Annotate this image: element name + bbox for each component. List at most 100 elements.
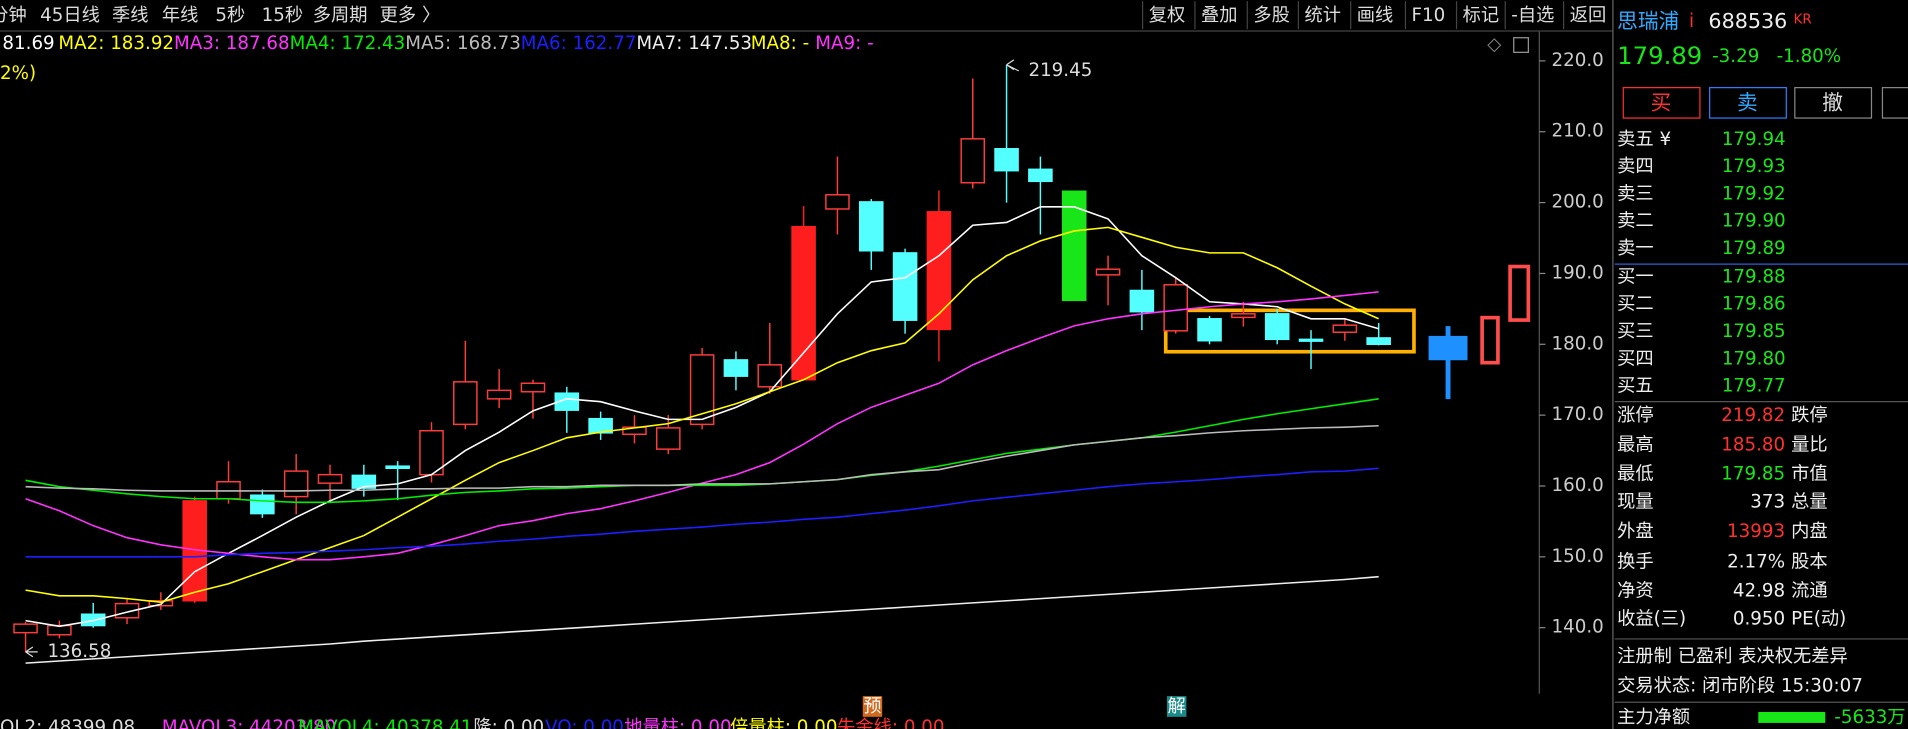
period-tab[interactable]: 多周期	[313, 5, 368, 26]
stat-label: 内盘	[1791, 521, 1827, 542]
tool-button[interactable]: 复权	[1149, 5, 1185, 26]
trade-button-label[interactable]: 买	[1651, 90, 1672, 114]
book-label: 卖一	[1617, 238, 1653, 259]
volume-legend: 隆: 0.00	[473, 717, 544, 729]
annotation-arrow	[1006, 59, 1020, 72]
trade-button[interactable]	[1794, 87, 1873, 119]
period-tab[interactable]: 年线	[162, 5, 198, 26]
candle-body	[554, 392, 580, 411]
candle-body	[351, 474, 377, 489]
y-tick-label: 170.0	[1552, 404, 1604, 425]
trade-button[interactable]	[1622, 87, 1701, 119]
candle-body	[1061, 190, 1087, 302]
book-label: 买一	[1617, 266, 1653, 287]
volume-legend: OL2: 48399.08	[0, 717, 135, 729]
stat-label: 量比	[1791, 434, 1827, 455]
candle-body	[1264, 313, 1290, 341]
icon-diamond[interactable]: ◇	[1487, 34, 1501, 55]
ma-line	[25, 226, 1379, 603]
candle-body	[283, 470, 309, 498]
trade-button[interactable]	[1881, 87, 1908, 119]
stat-value: 0.950	[1733, 608, 1785, 629]
book-price: 179.77	[1722, 376, 1786, 397]
tool-button[interactable]: 叠加	[1201, 5, 1237, 26]
book-label: 卖三	[1617, 183, 1653, 204]
book-label: 卖二	[1617, 211, 1653, 232]
book-price: 179.88	[1722, 266, 1786, 287]
candle-body	[486, 389, 512, 400]
stat-label: 最高	[1617, 434, 1653, 455]
book-price: 179.90	[1722, 211, 1786, 232]
period-tab[interactable]: 5秒	[215, 5, 245, 26]
period-tab[interactable]: 分钟	[0, 5, 27, 26]
stat-label: 外盘	[1617, 521, 1653, 542]
y-tick-label: 210.0	[1552, 121, 1604, 142]
trade-button-label[interactable]: 卖	[1737, 90, 1758, 114]
event-badge[interactable]	[1166, 696, 1187, 717]
stat-label: 市值	[1791, 464, 1827, 485]
event-mark[interactable]: 预	[863, 696, 881, 717]
volume-legend: 倍量柱: 0.00	[730, 717, 837, 729]
book-price: 179.94	[1722, 129, 1786, 150]
tool-button[interactable]: -自选	[1511, 5, 1554, 26]
tool-button[interactable]: 统计	[1304, 5, 1340, 26]
legend-note: 2%)	[0, 63, 36, 84]
period-tab[interactable]: 更多 〉	[380, 5, 441, 26]
book-label: 卖四	[1617, 156, 1653, 177]
y-tick-label: 220.0	[1552, 50, 1604, 71]
candle-body	[1366, 337, 1391, 346]
candle-body	[13, 623, 38, 634]
period-tab[interactable]: 15秒	[262, 5, 303, 26]
annotation: 136.58	[47, 641, 111, 662]
event-badge[interactable]	[862, 696, 883, 717]
book-price: 179.89	[1722, 238, 1786, 259]
candle-body	[994, 148, 1019, 172]
annotation-arrow	[25, 646, 38, 658]
change-pct: -1.80%	[1777, 46, 1842, 67]
tool-button[interactable]: 多股	[1253, 5, 1289, 26]
legend-entry: MA5: 168.73	[405, 33, 521, 54]
book-label: 买三	[1617, 321, 1653, 342]
candle-body	[1332, 324, 1358, 333]
trade-button[interactable]	[1709, 87, 1787, 119]
listing-tags: 注册制 已盈利 表决权无差异	[1617, 646, 1848, 667]
period-tab[interactable]: 45日线	[40, 5, 100, 26]
tool-button[interactable]: 返回	[1570, 5, 1606, 26]
candle-body	[1163, 284, 1188, 332]
tool-button[interactable]: 画线	[1357, 5, 1393, 26]
stat-value: 42.98	[1733, 580, 1785, 601]
stat-label: 总量	[1791, 492, 1827, 513]
trade-button-label[interactable]: 撤	[1822, 90, 1843, 114]
period-tab[interactable]: 季线	[112, 5, 148, 26]
event-mark[interactable]: 解	[1168, 696, 1186, 717]
tool-button[interactable]: F10	[1412, 5, 1446, 26]
book-label: 买二	[1617, 294, 1653, 315]
legend-entry: MA3: 187.68	[174, 33, 290, 54]
candle-body	[1197, 318, 1222, 342]
candle-body	[1231, 313, 1256, 319]
book-price: 179.85	[1722, 321, 1786, 342]
stat-label: 净资	[1617, 580, 1653, 601]
candle-body	[317, 473, 343, 484]
legend-entry: MA6: 162.77	[521, 33, 637, 54]
volume-legend: 地量柱: 0.00	[624, 717, 731, 729]
flag: i	[1689, 11, 1694, 32]
stat-label: 收益(三)	[1617, 608, 1686, 629]
stat-label: 流通	[1791, 580, 1827, 601]
icon-window[interactable]	[1513, 37, 1529, 53]
stat-label: PE(动)	[1791, 608, 1846, 629]
candle-body	[757, 364, 783, 388]
ma-line	[25, 206, 1379, 628]
change: -3.29	[1712, 46, 1759, 67]
legend-entry: MA4: 172.43	[290, 33, 406, 54]
tag: KR	[1794, 12, 1812, 27]
stock-name: 思瑞浦	[1617, 9, 1679, 33]
drawing-box	[1508, 264, 1531, 322]
legend-entry: MA9: -	[815, 33, 873, 54]
candle-body	[1095, 268, 1121, 276]
tool-button[interactable]: 标记	[1463, 5, 1499, 26]
drawing-body	[1428, 335, 1468, 361]
volume-legend: MAVOL4: 40378.41	[298, 717, 472, 729]
